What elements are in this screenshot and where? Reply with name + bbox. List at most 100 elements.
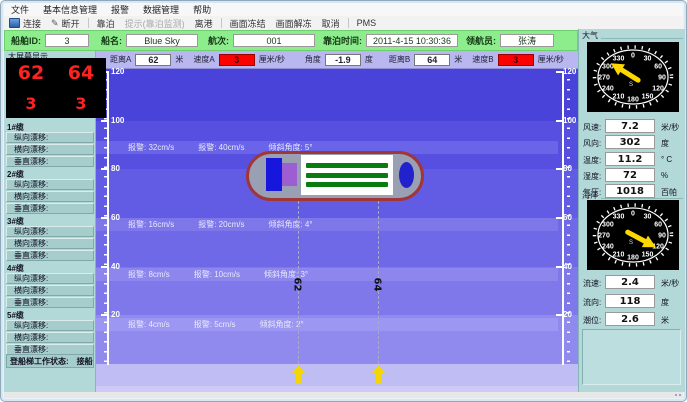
ship-id-field[interactable]: 3	[45, 34, 89, 47]
berth-time-field[interactable]: 2011-4-15 10:30:36	[366, 34, 458, 47]
ocean-title: 海洋	[582, 191, 598, 200]
connect-button[interactable]: 连接	[4, 17, 46, 30]
speed-a-label: 速度A	[193, 55, 215, 64]
voyage-label: 航次:	[208, 36, 229, 46]
humidity-row: 湿度: 72 %	[583, 168, 669, 182]
speed-b-label: 速度B	[472, 55, 494, 64]
toolbar-separator	[220, 18, 222, 28]
big-screen-display-title: 大屏幕显示	[8, 52, 48, 61]
cable-4-longitudinal-drift: 纵向漂移:	[6, 273, 94, 284]
voyage-field[interactable]: 001	[233, 34, 315, 47]
right-axis-minor-ticks	[567, 71, 570, 363]
distance-b-value: 64	[414, 53, 451, 66]
readout-bar: 距离A 62 米 速度A 3 厘米/秒 角度 -1.9 度 距离B 64 米 速…	[96, 51, 578, 69]
display-distance-a: 62	[17, 62, 45, 84]
display-speed-a: 3	[25, 93, 37, 113]
current-speed-row: 流速: 2.4 米/秒	[583, 275, 680, 289]
left-axis-label: 100	[111, 116, 125, 125]
unfreeze-screen-button[interactable]: 画面解冻	[275, 18, 312, 29]
disconnect-icon: ✎	[51, 18, 59, 28]
left-axis	[107, 71, 109, 365]
ship-id-label: 船舶ID:	[11, 36, 41, 46]
svg-text:90: 90	[658, 75, 666, 82]
resize-grip[interactable]	[679, 394, 681, 396]
gauge-center-mark: S	[629, 82, 633, 88]
cable-3-longitudinal-drift: 纵向漂移:	[6, 226, 94, 237]
svg-text:330: 330	[613, 214, 625, 221]
berthing-plot-area: 距离A 62 米 速度A 3 厘米/秒 角度 -1.9 度 距离B 64 米 速…	[96, 51, 578, 392]
svg-text:180: 180	[627, 97, 639, 104]
ship-name-field[interactable]: Blue Sky	[126, 34, 198, 47]
measure-line-b-label: 64	[371, 277, 383, 292]
left-tick	[101, 217, 107, 219]
atmosphere-title: 大气	[582, 31, 598, 40]
berth-button[interactable]: 靠泊	[96, 18, 115, 29]
svg-text:60: 60	[654, 64, 662, 71]
svg-text:270: 270	[598, 75, 610, 82]
cancel-button[interactable]: 取消	[321, 18, 340, 29]
right-axis-label: 120	[563, 67, 577, 76]
humidity-value: 72	[605, 168, 655, 182]
svg-text:300: 300	[602, 64, 614, 71]
empty-inset-panel	[582, 329, 681, 385]
distance-a-label: 距离A	[110, 55, 132, 64]
ship-info-bar: 船舶ID: 3 船名: Blue Sky 航次: 001 靠泊时间: 2011-…	[4, 30, 578, 51]
distance-a-value: 62	[135, 53, 172, 66]
cargo-stripe	[306, 182, 388, 188]
svg-text:240: 240	[602, 244, 614, 251]
right-tick	[556, 120, 562, 122]
menu-data-mgmt[interactable]: 数据管理	[143, 5, 180, 15]
pilot-label: 领航员:	[466, 36, 496, 46]
menu-help[interactable]: 帮助	[193, 5, 212, 15]
ship-deckhouse-block	[282, 163, 297, 186]
left-axis-label: 40	[111, 262, 120, 271]
svg-text:60: 60	[654, 222, 662, 229]
band-120-100	[96, 69, 578, 121]
disconnect-button[interactable]: ✎ 断开	[51, 18, 80, 29]
alarm-row-level-2: 报警: 4cm/s 报警: 5cm/s 倾斜角度: 2°	[96, 318, 558, 331]
svg-text:120: 120	[652, 86, 664, 93]
measure-line-b	[378, 201, 379, 364]
svg-text:30: 30	[644, 56, 652, 63]
alarm-row-level-4: 报警: 16cm/s 报警: 20cm/s 倾斜角度: 4°	[96, 218, 558, 231]
gangway-status-bar: 登船梯工作状态: 接船	[6, 354, 94, 368]
right-tick	[556, 168, 562, 170]
tide-level-row: 潮位: 2.6 米	[583, 312, 669, 326]
cable-1-lateral-drift: 横向漂移:	[6, 144, 94, 155]
svg-text:270: 270	[598, 233, 610, 240]
menu-file[interactable]: 文件	[11, 5, 30, 15]
svg-text:90: 90	[658, 233, 666, 240]
berth-time-label: 靠泊时间:	[323, 36, 362, 46]
speed-a-unit: 厘米/秒	[258, 55, 285, 64]
depart-button[interactable]: 离港	[194, 18, 213, 29]
svg-text:0: 0	[631, 211, 635, 218]
left-axis-label: 120	[111, 67, 125, 76]
display-speed-b: 3	[75, 93, 87, 113]
right-axis-label: 60	[563, 213, 572, 222]
left-axis-label: 20	[111, 310, 120, 319]
svg-text:30: 30	[644, 214, 652, 221]
speed-b-unit: 厘米/秒	[537, 55, 564, 64]
current-direction-gauge: 0 30 60 90 120 150 180 210 240 270 300 3…	[587, 200, 679, 270]
right-tick	[556, 71, 562, 73]
cable-2-longitudinal-drift: 纵向漂移:	[6, 179, 94, 190]
left-tick	[101, 266, 107, 268]
tide-level-value: 2.6	[605, 312, 655, 326]
distance-b-label: 距离B	[388, 55, 411, 64]
svg-text:150: 150	[642, 94, 654, 101]
connect-icon	[9, 18, 20, 28]
alarm-row-level-5: 报警: 32cm/s 报警: 40cm/s 倾斜角度: 5°	[96, 141, 558, 154]
freeze-screen-button[interactable]: 画面冻结	[229, 18, 266, 29]
svg-text:300: 300	[602, 222, 614, 229]
ship-bridge-block	[266, 158, 282, 191]
pms-button[interactable]: PMS	[356, 18, 377, 28]
current-direction-value: 118	[605, 294, 655, 308]
pilot-field[interactable]: 张涛	[500, 34, 554, 47]
menu-alarm[interactable]: 报警	[111, 5, 130, 15]
menu-basic-info[interactable]: 基本信息管理	[43, 5, 98, 15]
angle-value: -1.9	[324, 53, 361, 66]
wind-direction-value: 302	[605, 135, 655, 149]
svg-text:120: 120	[652, 244, 664, 251]
wind-direction-row: 风向: 302 度	[583, 135, 669, 149]
wind-speed-value: 7.2	[605, 119, 655, 133]
